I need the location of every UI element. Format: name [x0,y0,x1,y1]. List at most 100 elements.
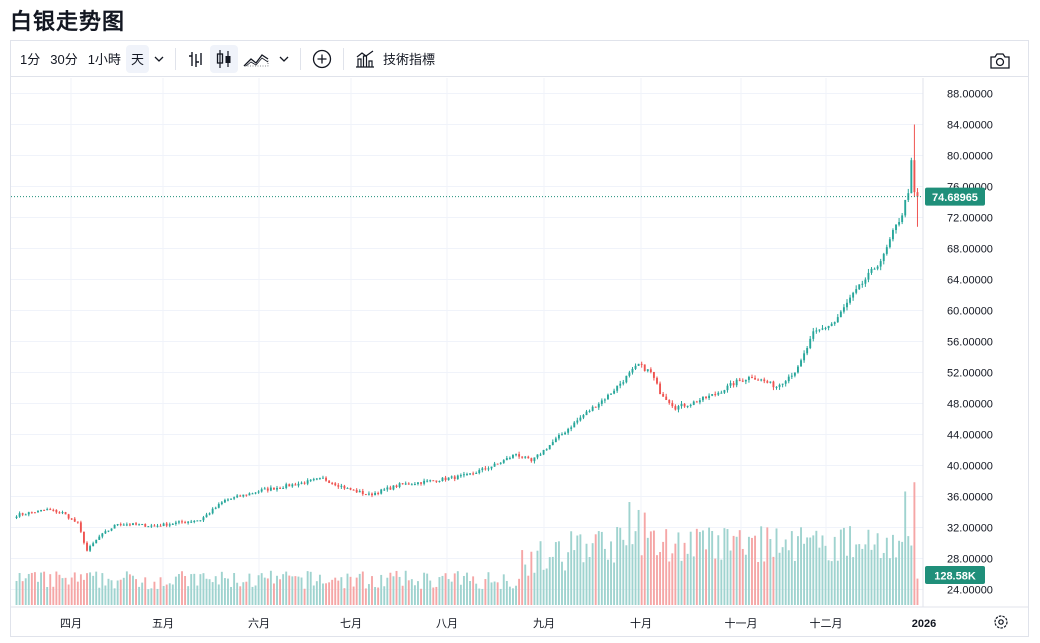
volume-bar [873,544,876,605]
volume-bar [371,576,373,605]
volume-bar [367,584,370,605]
candle [27,512,30,515]
candle [251,493,254,495]
settings-gear-icon[interactable] [994,615,1008,629]
indicators-button[interactable]: 技術指標 [350,45,440,73]
interval-dropdown-button[interactable] [149,45,169,73]
volume-bar [318,574,321,605]
volume-bar [239,586,242,605]
volume-bar [585,543,588,605]
candlestick-button[interactable] [209,44,238,73]
candle [257,491,260,493]
candle [306,480,309,484]
volume-bar [331,579,334,605]
volume-bar [619,527,622,605]
candle [392,485,395,490]
candle [371,493,373,496]
volume-bar [649,531,652,605]
bar-chart-button[interactable] [182,45,210,73]
candle [545,449,548,451]
candle [852,292,855,298]
interval-30m-button[interactable]: 30分 [50,52,78,67]
candle [125,524,128,526]
interval-day-button[interactable]: 天 [125,44,149,73]
volume-bar [478,588,481,605]
volume-bar [392,576,395,605]
volume-bar [404,570,407,605]
candle [505,458,508,461]
volume-bar [524,564,527,605]
candle [741,380,744,382]
volume-bar [389,572,392,605]
volume-bar [793,560,796,605]
volume-bar [159,577,162,605]
volume-bar [325,583,327,605]
volume-bar [432,587,435,605]
toolbar-divider [342,47,344,70]
y-tick-label: 88.00000 [947,89,993,101]
area-chart-button[interactable] [238,45,274,73]
candle [695,401,698,403]
volume-bar [89,572,92,605]
candle [591,406,594,411]
volume-bar [784,539,787,605]
candle [466,473,468,475]
volume-bar [674,543,677,605]
candle [92,543,95,547]
candle [757,379,760,381]
camera-icon [990,53,1010,69]
candle [184,522,187,524]
chart-type-dropdown-button[interactable] [274,45,294,73]
candle [521,456,524,458]
volume-bar [830,561,833,605]
candle [79,522,82,532]
volume-bar [475,583,478,605]
candle [349,487,352,490]
candle [839,311,842,318]
volume-bar [61,578,64,605]
candle [643,364,646,371]
candle [760,379,763,381]
candle [21,513,24,515]
candle [147,526,150,528]
volume-bar [288,575,291,605]
compare-add-button[interactable] [307,45,337,73]
interval-1m-button[interactable]: 1分 [20,52,41,67]
volume-bar [714,558,717,605]
volume-bar [196,585,199,605]
volume-bar [76,581,79,605]
candle [561,434,563,436]
candle [447,477,450,481]
volume-bar [456,571,459,605]
candle [769,381,772,383]
candle [846,302,848,308]
silver-price-chart[interactable]: 24.00000 28.00000 32.00000 36.00000 40.00000… [11,78,1028,636]
candle [793,372,796,376]
candle [781,383,784,385]
candle [383,489,386,491]
candle [539,454,542,456]
screenshot-button[interactable] [984,47,1016,75]
volume-bar [502,574,505,605]
candle [395,485,398,487]
volume-bar [205,578,208,605]
candle [300,482,303,484]
volume-bar [113,588,116,605]
candlestick-icon [216,49,231,68]
candle [30,512,33,514]
volume-bar [744,554,747,605]
volume-bar [885,537,888,605]
volume-bar [662,541,665,605]
candle [784,381,787,384]
candle [901,215,904,223]
candle [312,479,315,481]
candle [858,284,861,290]
volume-bar [680,560,683,605]
interval-1h-button[interactable]: 1小時 [87,52,121,67]
candle [276,487,278,490]
candle [496,463,499,465]
volume-bar [199,574,202,605]
candle [836,317,839,323]
candle [478,470,481,474]
volume-bar [787,550,790,605]
